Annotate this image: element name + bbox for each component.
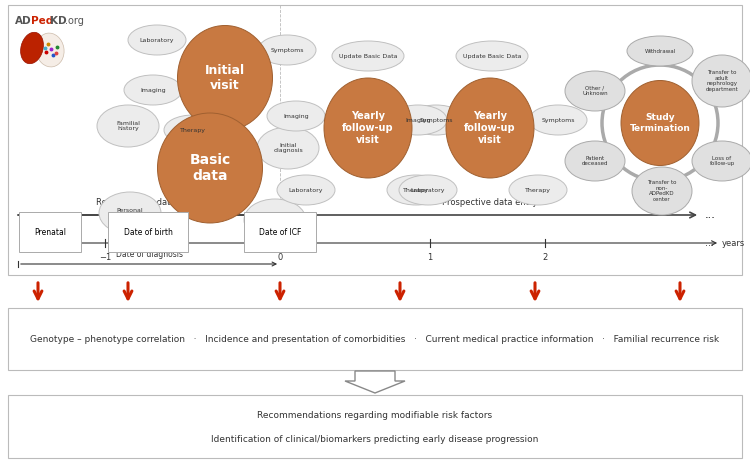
Ellipse shape bbox=[632, 167, 692, 215]
Text: Yearly
follow-up
visit: Yearly follow-up visit bbox=[342, 112, 394, 145]
Text: Therapy: Therapy bbox=[525, 187, 551, 193]
Text: −1: −1 bbox=[99, 253, 111, 262]
Text: Update Basic Data: Update Basic Data bbox=[463, 53, 521, 59]
Ellipse shape bbox=[258, 35, 316, 65]
Text: Symptoms: Symptoms bbox=[419, 118, 453, 122]
Text: Initial
visit: Initial visit bbox=[205, 64, 245, 92]
FancyBboxPatch shape bbox=[8, 5, 742, 275]
Text: Imaging: Imaging bbox=[140, 87, 166, 93]
Text: Prenatal: Prenatal bbox=[34, 227, 66, 237]
Ellipse shape bbox=[332, 41, 404, 71]
Ellipse shape bbox=[509, 175, 567, 205]
Text: Other /
Unknown: Other / Unknown bbox=[582, 86, 608, 96]
Text: Update Basic Data: Update Basic Data bbox=[339, 53, 398, 59]
Polygon shape bbox=[345, 371, 405, 393]
Ellipse shape bbox=[446, 78, 534, 178]
Ellipse shape bbox=[456, 41, 528, 71]
Text: Yearly
follow-up
visit: Yearly follow-up visit bbox=[464, 112, 516, 145]
Ellipse shape bbox=[97, 105, 159, 147]
Ellipse shape bbox=[387, 175, 445, 205]
Text: Genetics: Genetics bbox=[261, 218, 289, 222]
Text: ...: ... bbox=[705, 238, 714, 248]
Text: AD: AD bbox=[15, 16, 32, 26]
Ellipse shape bbox=[277, 175, 335, 205]
Text: Ped: Ped bbox=[31, 16, 53, 26]
Ellipse shape bbox=[565, 71, 625, 111]
Ellipse shape bbox=[399, 175, 457, 205]
Ellipse shape bbox=[158, 113, 262, 223]
Ellipse shape bbox=[20, 32, 44, 64]
Text: Transfer to
non-
ADPedKD
center: Transfer to non- ADPedKD center bbox=[647, 180, 676, 202]
Text: Identification of clinical/biomarkers predicting early disease progression: Identification of clinical/biomarkers pr… bbox=[211, 436, 538, 445]
Text: Patient
deceased: Patient deceased bbox=[582, 156, 608, 166]
Ellipse shape bbox=[178, 26, 272, 131]
Text: Personal
history: Personal history bbox=[117, 207, 143, 219]
Text: 0: 0 bbox=[278, 253, 283, 262]
Ellipse shape bbox=[267, 101, 325, 131]
Text: ...: ... bbox=[20, 238, 29, 248]
Text: Basic
data: Basic data bbox=[189, 153, 231, 183]
Text: KD: KD bbox=[50, 16, 67, 26]
Ellipse shape bbox=[621, 80, 699, 166]
Text: Retrospective data entry: Retrospective data entry bbox=[96, 198, 200, 207]
Text: Laboratory: Laboratory bbox=[289, 187, 323, 193]
Text: ...: ... bbox=[705, 210, 716, 220]
FancyBboxPatch shape bbox=[8, 395, 742, 458]
Ellipse shape bbox=[128, 25, 186, 55]
Ellipse shape bbox=[692, 55, 750, 107]
Text: Date of birth: Date of birth bbox=[124, 227, 172, 237]
Text: Study
Termination: Study Termination bbox=[629, 113, 691, 133]
FancyBboxPatch shape bbox=[8, 308, 742, 370]
Ellipse shape bbox=[164, 115, 222, 145]
Ellipse shape bbox=[124, 75, 182, 105]
Text: Genotype – phenotype correlation   ·   Incidence and presentation of comorbiditi: Genotype – phenotype correlation · Incid… bbox=[31, 336, 719, 345]
Text: Imaging: Imaging bbox=[284, 113, 309, 119]
Ellipse shape bbox=[407, 105, 465, 135]
Text: Symptoms: Symptoms bbox=[270, 47, 304, 53]
Ellipse shape bbox=[257, 127, 319, 169]
Text: 2: 2 bbox=[542, 253, 548, 262]
Text: Loss of
follow-up: Loss of follow-up bbox=[710, 156, 734, 166]
Text: Prospective data entry: Prospective data entry bbox=[442, 198, 538, 207]
Ellipse shape bbox=[244, 199, 306, 241]
Text: Laboratory: Laboratory bbox=[411, 187, 446, 193]
Text: years: years bbox=[722, 239, 746, 247]
Ellipse shape bbox=[627, 36, 693, 66]
Text: Imaging: Imaging bbox=[405, 118, 430, 122]
Ellipse shape bbox=[565, 141, 625, 181]
Text: Date of diagnosis: Date of diagnosis bbox=[116, 250, 184, 259]
Text: Initial
diagnosis: Initial diagnosis bbox=[273, 143, 303, 153]
Ellipse shape bbox=[36, 33, 64, 67]
Ellipse shape bbox=[692, 141, 750, 181]
Text: Transfer to
adult
nephrology
department: Transfer to adult nephrology department bbox=[706, 70, 738, 92]
Ellipse shape bbox=[99, 192, 161, 234]
Ellipse shape bbox=[389, 105, 447, 135]
Ellipse shape bbox=[529, 105, 587, 135]
Text: ...: ... bbox=[705, 210, 716, 220]
Text: 1: 1 bbox=[427, 253, 433, 262]
Text: Symptoms: Symptoms bbox=[542, 118, 574, 122]
Text: .org: .org bbox=[65, 16, 84, 26]
Text: Therapy: Therapy bbox=[403, 187, 429, 193]
Text: Withdrawal: Withdrawal bbox=[644, 48, 676, 53]
Text: Familial
history: Familial history bbox=[116, 120, 140, 132]
Ellipse shape bbox=[324, 78, 412, 178]
Text: Therapy: Therapy bbox=[180, 127, 206, 133]
Text: Date of ICF: Date of ICF bbox=[259, 227, 302, 237]
Text: Laboratory: Laboratory bbox=[140, 38, 174, 42]
Text: Recommendations regarding modifiable risk factors: Recommendations regarding modifiable ris… bbox=[257, 412, 493, 420]
